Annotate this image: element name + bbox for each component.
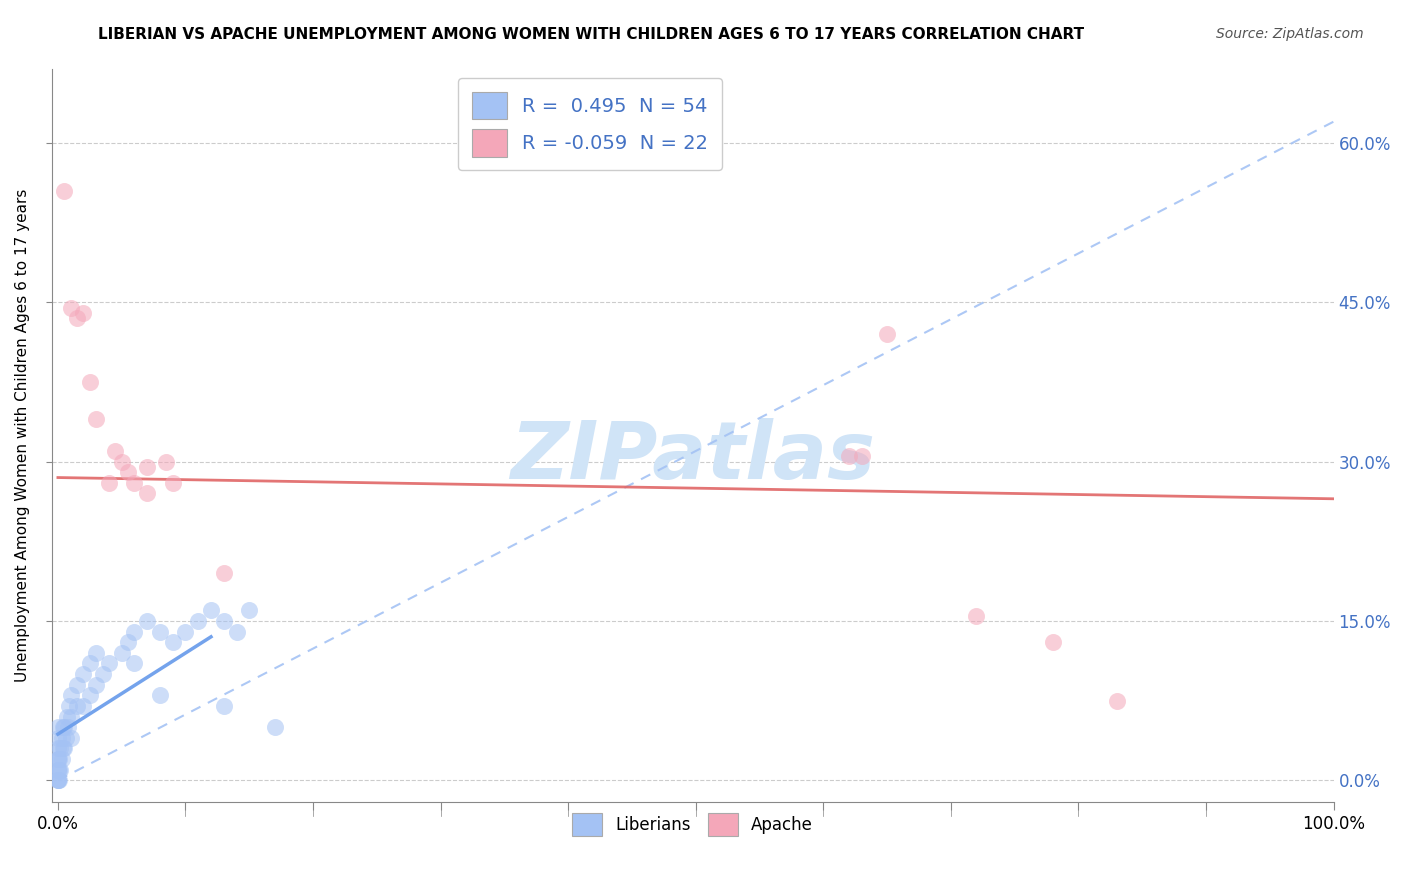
Point <box>59 731 82 745</box>
Point <box>72 306 94 320</box>
Point <box>79 657 101 671</box>
Point <box>225 624 247 639</box>
Point <box>174 624 197 639</box>
Point <box>111 454 134 468</box>
Point <box>59 689 82 703</box>
Point <box>59 301 82 315</box>
Point <box>124 624 146 639</box>
Point <box>1042 635 1064 649</box>
Point <box>55 731 77 745</box>
Point <box>49 741 72 756</box>
Point <box>149 624 172 639</box>
Point <box>46 720 69 734</box>
Point <box>46 731 69 745</box>
Point <box>97 475 120 490</box>
Point <box>212 614 235 628</box>
Point <box>149 689 172 703</box>
Point <box>162 635 184 649</box>
Point <box>79 689 101 703</box>
Point <box>56 709 79 723</box>
Point <box>66 698 89 713</box>
Point <box>97 657 120 671</box>
Point <box>155 454 177 468</box>
Point <box>46 763 69 777</box>
Point <box>49 763 72 777</box>
Point <box>111 646 134 660</box>
Text: ZIPatlas: ZIPatlas <box>510 418 875 496</box>
Point <box>212 698 235 713</box>
Point <box>851 450 873 464</box>
Point <box>46 763 69 777</box>
Point <box>136 486 159 500</box>
Point <box>136 614 159 628</box>
Point <box>46 752 69 766</box>
Point <box>136 459 159 474</box>
Point <box>46 773 69 788</box>
Point <box>79 375 101 389</box>
Point <box>84 646 107 660</box>
Point <box>53 741 76 756</box>
Legend: Liberians, Apache: Liberians, Apache <box>564 805 821 845</box>
Point <box>91 667 114 681</box>
Point <box>124 657 146 671</box>
Point <box>59 709 82 723</box>
Point <box>46 741 69 756</box>
Point <box>876 327 898 342</box>
Point <box>84 678 107 692</box>
Point <box>58 698 80 713</box>
Point <box>53 184 76 198</box>
Point <box>66 311 89 326</box>
Point <box>117 635 139 649</box>
Point <box>52 741 75 756</box>
Text: Source: ZipAtlas.com: Source: ZipAtlas.com <box>1216 27 1364 41</box>
Point <box>48 752 70 766</box>
Point <box>46 773 69 788</box>
Point <box>56 720 79 734</box>
Point <box>72 667 94 681</box>
Point <box>51 752 73 766</box>
Point <box>46 752 69 766</box>
Point <box>124 475 146 490</box>
Point <box>48 763 70 777</box>
Point <box>48 773 70 788</box>
Point <box>162 475 184 490</box>
Point <box>187 614 209 628</box>
Point <box>263 720 285 734</box>
Point <box>117 465 139 479</box>
Point <box>53 720 76 734</box>
Point <box>104 444 127 458</box>
Text: LIBERIAN VS APACHE UNEMPLOYMENT AMONG WOMEN WITH CHILDREN AGES 6 TO 17 YEARS COR: LIBERIAN VS APACHE UNEMPLOYMENT AMONG WO… <box>98 27 1084 42</box>
Point <box>46 773 69 788</box>
Point <box>72 698 94 713</box>
Point <box>1105 693 1128 707</box>
Point <box>66 678 89 692</box>
Point <box>200 603 222 617</box>
Point <box>238 603 260 617</box>
Point <box>965 608 987 623</box>
Point <box>51 731 73 745</box>
Point <box>212 566 235 581</box>
Point <box>52 720 75 734</box>
Y-axis label: Unemployment Among Women with Children Ages 6 to 17 years: Unemployment Among Women with Children A… <box>15 188 30 681</box>
Point <box>84 412 107 426</box>
Point <box>838 450 860 464</box>
